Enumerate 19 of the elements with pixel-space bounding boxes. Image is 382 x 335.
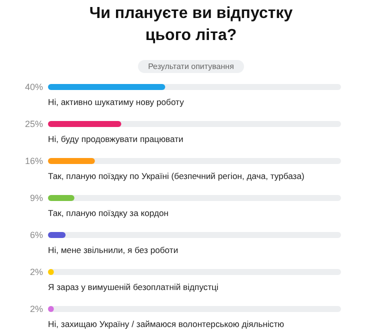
data-label: 25% [24,119,43,129]
bar [48,232,66,238]
y-tick-label: Так, планую поїздку по Україні (безпечний регіон, дача, турбаза) [48,171,305,181]
y-tick-label: Так, планую поїздку за кордон [48,208,169,218]
y-tick-label: Я зараз у вимушеній безоплатній відпустці [48,282,219,292]
text: Результати опитування [138,60,244,73]
y-tick-label: Ні, мене звільнили, я без роботи [48,245,178,255]
data-label: 2% [30,304,43,314]
data-label: 16% [24,156,43,166]
y-tick-label: Ні, буду продовжувати працювати [48,134,184,144]
y-tick-label: Ні, активно шукатиму нову роботу [48,97,185,107]
data-label: 6% [30,230,43,240]
bar [48,158,95,164]
bar [48,195,74,201]
data-label: 40% [24,82,43,92]
data-label: 2% [30,267,43,277]
chart-title: Чи плануєте ви відпустку цього літа? [88,4,294,46]
data-label: 9% [30,193,43,203]
y-tick-label: Ні, захищаю Україну / займаюся волонтерською діяльністю [48,319,285,329]
